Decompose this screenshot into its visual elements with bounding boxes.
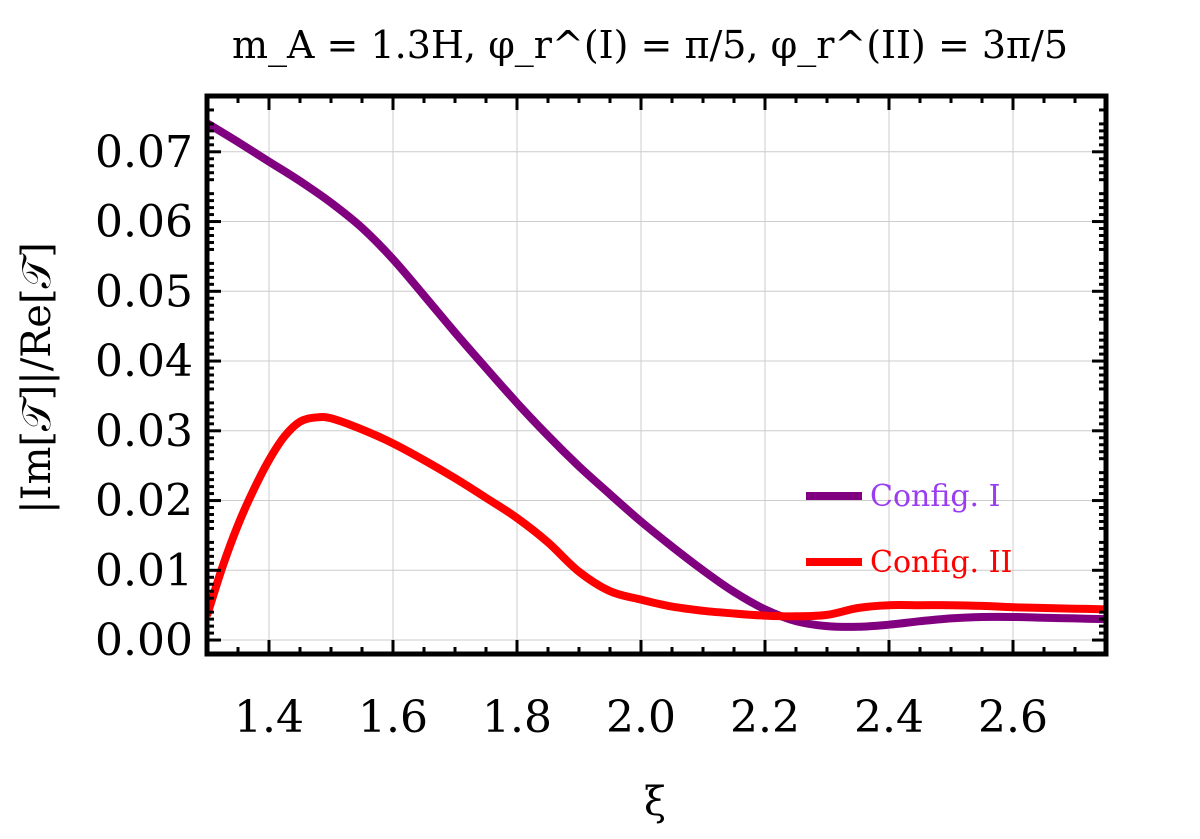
y-axis-label: |Im[𝒯]|/Re[𝒯] xyxy=(14,242,60,514)
axis-ticks xyxy=(207,96,1106,654)
x-tick-label: 2.2 xyxy=(730,692,800,743)
x-tick-label: 1.8 xyxy=(482,692,552,743)
y-tick-label: 0.05 xyxy=(95,266,193,317)
y-tick-label: 0.06 xyxy=(95,197,193,248)
chart-title: m_A = 1.3H, φ_r^(I) = π/5, φ_r^(II) = 3π… xyxy=(232,23,1068,68)
legend-label-2: Config. II xyxy=(870,545,1012,580)
legend: Config. I Config. II xyxy=(806,479,1012,580)
x-tick-label: 2.4 xyxy=(854,692,924,743)
y-tick-label: 0.02 xyxy=(95,476,193,527)
legend-label-1: Config. I xyxy=(870,479,1000,514)
series-line-1 xyxy=(207,119,1106,631)
y-tick-label: 0.07 xyxy=(95,127,193,178)
y-tick-label: 0.00 xyxy=(95,615,193,666)
x-tick-label: 1.4 xyxy=(234,692,304,743)
x-tick-label: 2.0 xyxy=(606,692,676,743)
tick-labels: 1.4 1.6 1.8 2.0 2.2 2.4 2.6 0.00 0.01 0.02 0.03 0.0… xyxy=(95,127,1048,743)
series-layer xyxy=(207,119,1106,631)
x-tick-label: 2.6 xyxy=(978,692,1048,743)
y-tick-label: 0.04 xyxy=(95,336,193,387)
series-line-2 xyxy=(207,412,1106,621)
x-tick-label: 1.6 xyxy=(358,692,428,743)
y-tick-label: 0.03 xyxy=(95,406,193,457)
y-tick-label: 0.01 xyxy=(95,545,193,596)
x-axis-label: ξ xyxy=(644,779,666,825)
